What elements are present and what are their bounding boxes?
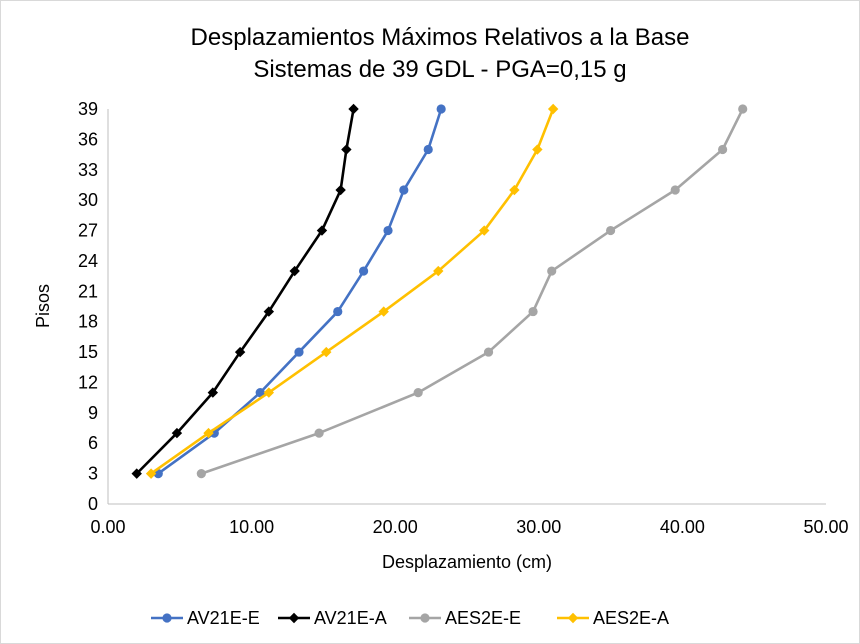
y-tick-label: 24 [78, 251, 98, 271]
data-point [263, 387, 275, 398]
y-tick-label: 6 [88, 433, 98, 453]
y-tick-label: 0 [88, 494, 98, 514]
y-tick-label: 33 [78, 160, 98, 180]
series-group [131, 103, 748, 479]
data-point [131, 468, 142, 479]
legend: AV21E-E AV21E-A AES2E-E AES2E-A [151, 608, 669, 628]
data-point [399, 185, 409, 195]
data-point [207, 387, 219, 398]
y-tick-label: 30 [78, 190, 98, 210]
legend-label: AES2E-A [593, 608, 669, 628]
data-point [255, 387, 265, 398]
legend-item-av21e-e: AV21E-E [151, 608, 260, 628]
x-tick-label: 50.00 [803, 517, 848, 537]
data-point [359, 266, 369, 276]
data-point [263, 306, 275, 317]
legend-marker [162, 613, 172, 623]
data-point [423, 144, 433, 155]
y-tick-label: 39 [78, 99, 98, 119]
data-point [378, 306, 389, 317]
x-tick-label: 0.00 [90, 517, 125, 537]
legend-label: AV21E-A [314, 608, 387, 628]
y-tick-label: 18 [78, 312, 98, 332]
data-point [196, 469, 206, 479]
y-axis-title: Pisos [33, 284, 53, 328]
x-tick-label: 20.00 [373, 517, 418, 537]
legend-label: AV21E-E [187, 608, 260, 628]
data-point [479, 225, 490, 236]
y-tick-label: 12 [78, 372, 98, 392]
data-point [289, 265, 300, 277]
chart-title: Desplazamientos Máximos Relativos a la B… [191, 24, 690, 51]
series-av21e-a [131, 103, 359, 479]
data-point [341, 144, 352, 155]
data-point [433, 265, 444, 277]
data-point [509, 184, 520, 196]
y-tick-label: 15 [78, 342, 98, 362]
series-line-av21e-a [135, 108, 355, 475]
data-point [203, 427, 214, 439]
y-tick-label: 9 [88, 403, 98, 423]
y-tick-label: 27 [78, 221, 98, 241]
data-point [606, 225, 616, 236]
chart-subtitle: Sistemas de 39 GDL - PGA=0,15 g [253, 56, 626, 83]
data-point [145, 468, 157, 479]
data-point [335, 184, 346, 196]
data-point [316, 225, 328, 236]
series-line-aes2e-e [200, 108, 744, 475]
data-point [413, 387, 423, 398]
y-tick-label: 21 [78, 281, 98, 301]
series-aes2e-e [196, 104, 748, 479]
data-point [547, 103, 559, 115]
series-aes2e-a [145, 103, 559, 479]
y-tick-label: 3 [88, 464, 98, 484]
data-point [547, 266, 557, 276]
legend-item-aes2e-a: AES2E-A [557, 608, 669, 628]
legend-item-aes2e-e: AES2E-E [409, 608, 521, 628]
legend-item-av21e-a: AV21E-A [278, 608, 387, 628]
data-point [718, 144, 728, 155]
x-tick-label: 10.00 [229, 517, 274, 537]
data-point [314, 428, 324, 438]
legend-marker [420, 613, 430, 623]
series-line-av21e-e [157, 108, 443, 475]
data-point [234, 346, 246, 358]
x-tick-label: 40.00 [660, 517, 705, 537]
data-point [348, 103, 359, 115]
data-point [383, 225, 393, 236]
legend-label: AES2E-E [445, 608, 521, 628]
data-point [294, 347, 304, 357]
legend-marker [567, 612, 579, 624]
data-point [670, 185, 680, 195]
data-point [528, 306, 538, 317]
data-point [532, 144, 543, 155]
x-tick-label: 30.00 [516, 517, 561, 537]
y-tick-label: 36 [78, 129, 98, 149]
series-av21e-e [153, 104, 446, 479]
data-point [333, 306, 343, 317]
data-point [738, 104, 748, 114]
series-line-aes2e-a [150, 108, 555, 475]
data-point [171, 427, 183, 439]
data-point [483, 347, 494, 357]
data-point [321, 346, 332, 358]
data-point [436, 104, 446, 114]
x-axis-title: Desplazamiento (cm) [382, 552, 552, 572]
legend-marker [288, 612, 300, 624]
